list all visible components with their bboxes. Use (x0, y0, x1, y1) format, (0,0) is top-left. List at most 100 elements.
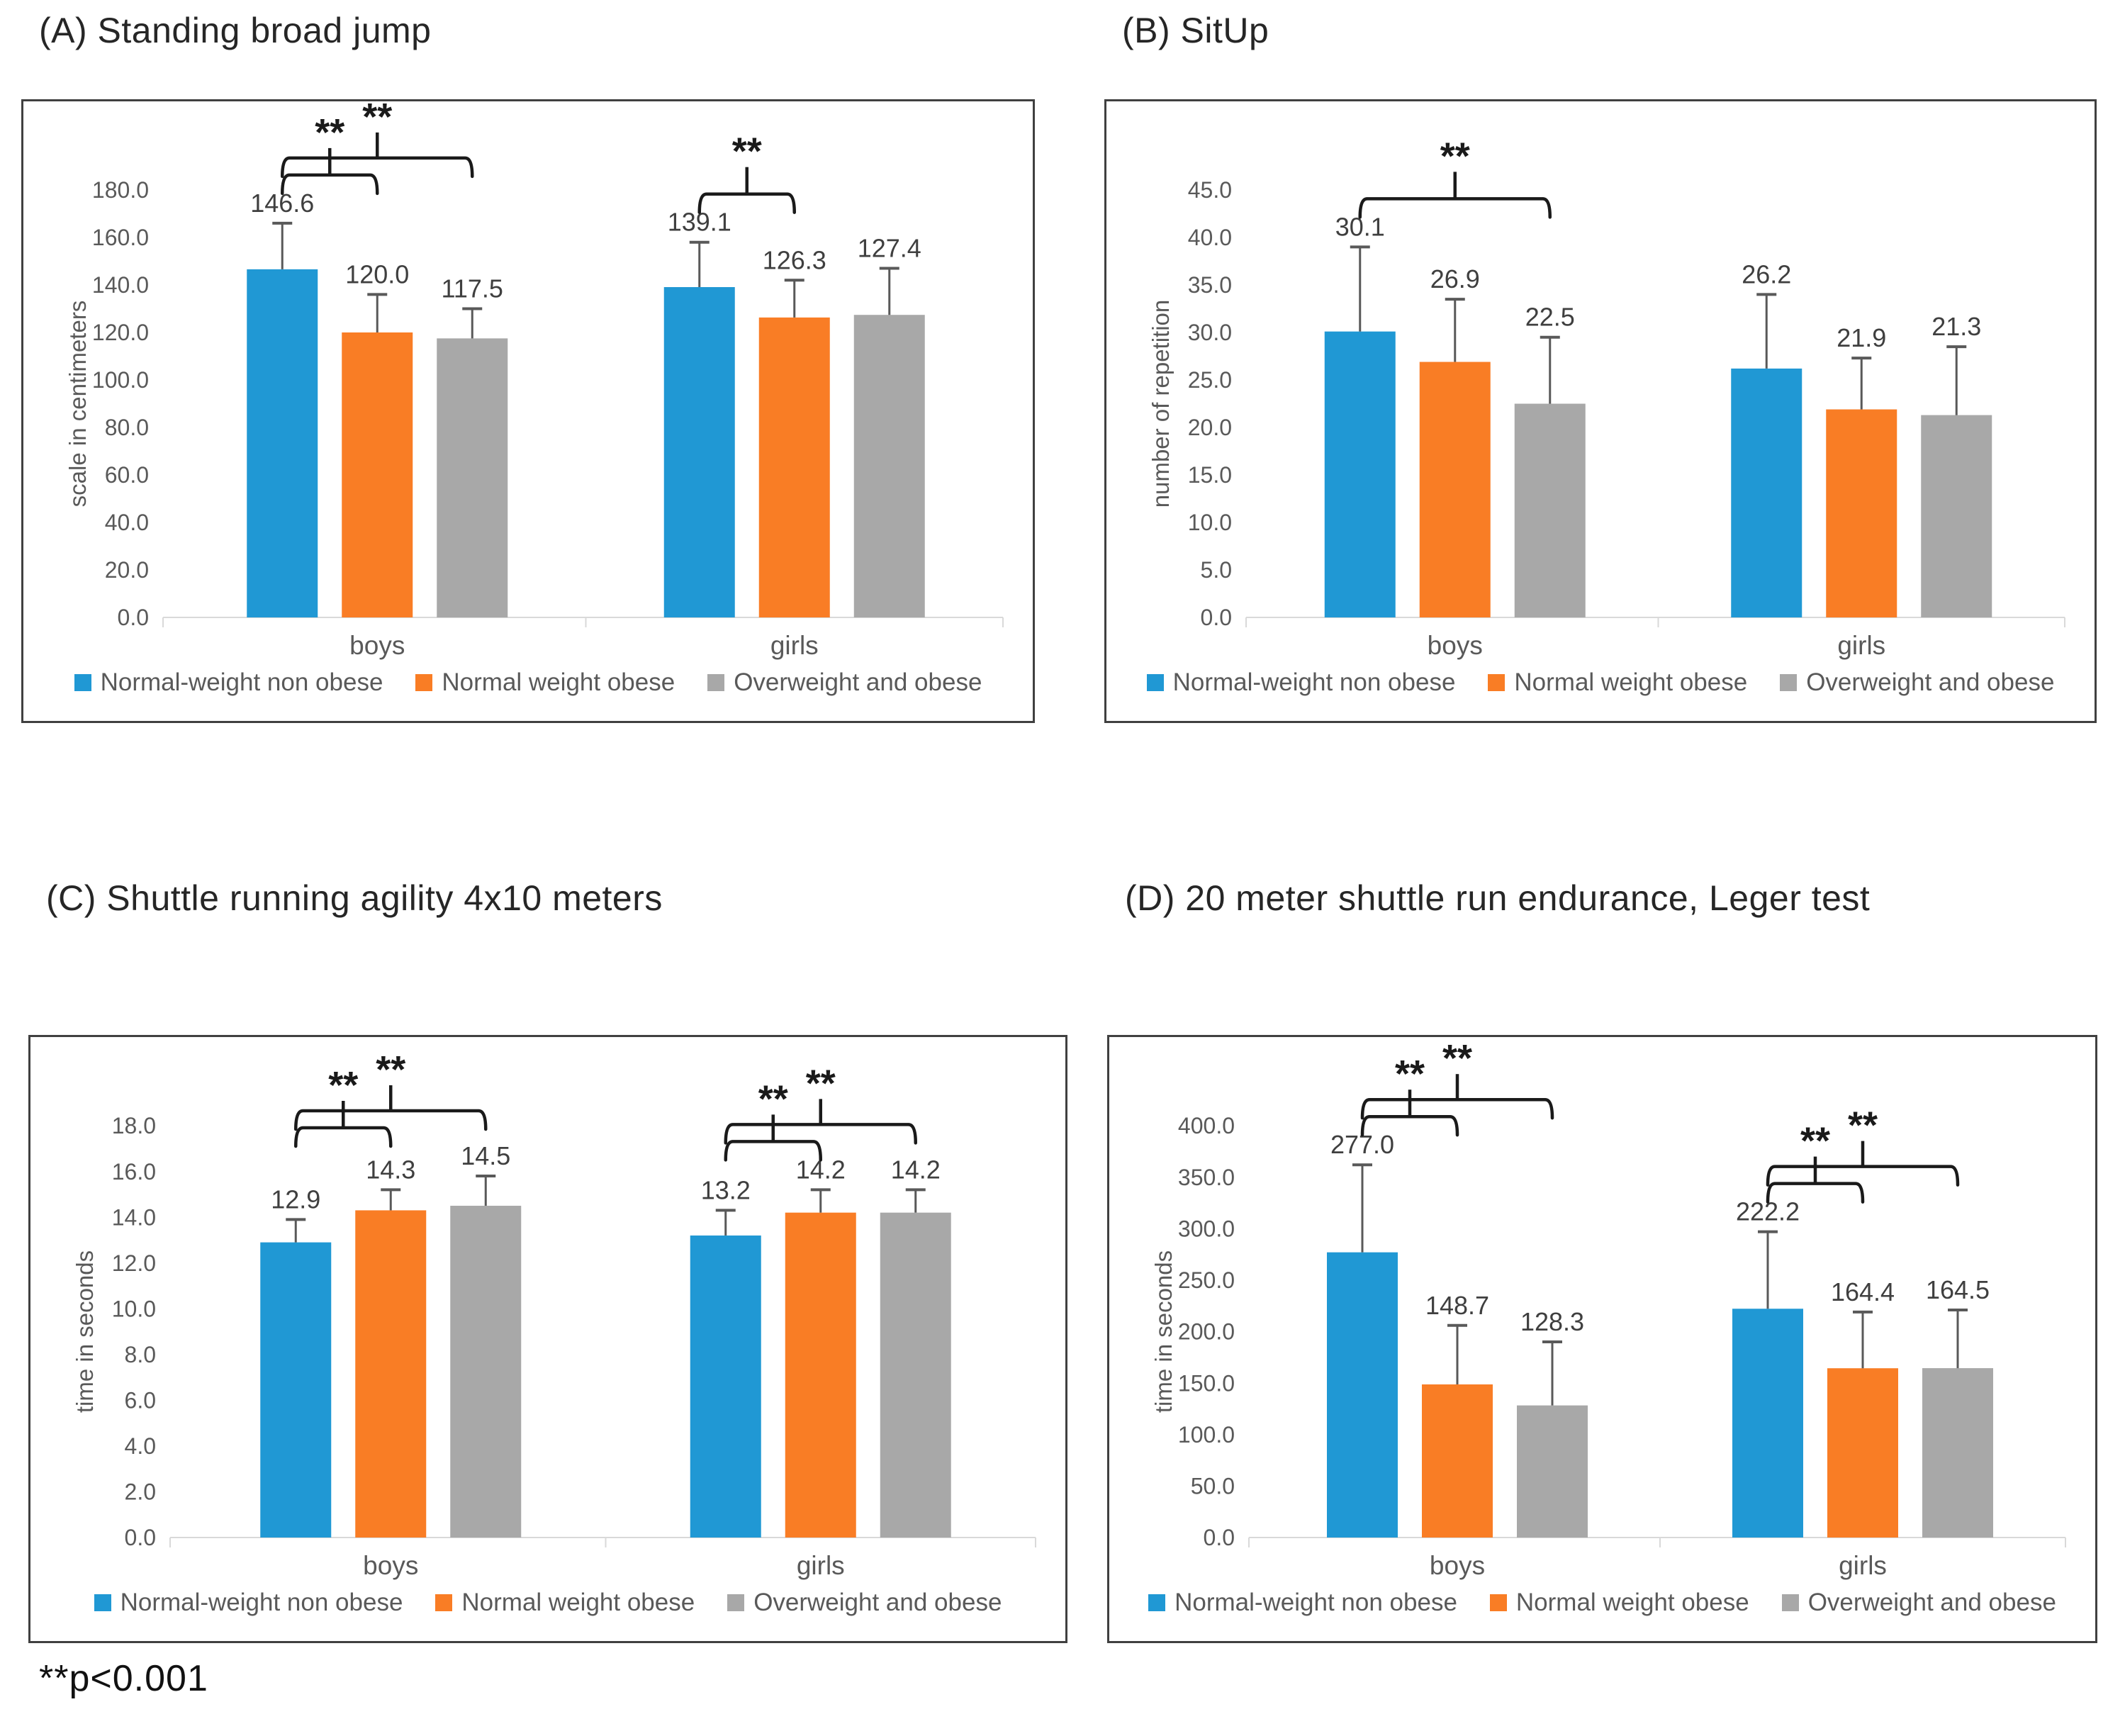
significance-footnote: **p<0.001 (39, 1658, 208, 1699)
panel-title: (A) Standing broad jump (39, 11, 432, 50)
chart-box: 0.0 2.0 4.0 6.0 8.0 10.0 12.0 14.0 16.0 18.0 time … (28, 1035, 1067, 1643)
sig-stars: ** (362, 101, 392, 138)
category-label: girls (770, 631, 819, 660)
y-tick-label: 18.0 (112, 1113, 156, 1138)
value-label: 22.5 (1525, 303, 1575, 332)
legend-label: Normal-weight non obese (1172, 668, 1456, 696)
legend: Normal-weight non obese Normal weight obe… (30, 1589, 1065, 1617)
chart-box: 0.0 50.0 100.0 150.0 200.0 250.0 300.0 350.0 400… (1107, 1035, 2097, 1643)
y-tick-label: 0.0 (1204, 1525, 1235, 1550)
bar-chart: 0.0 50.0 100.0 150.0 200.0 250.0 300.0 350.0 400… (1150, 1037, 2066, 1580)
bar-boys-2 (1419, 362, 1491, 617)
panel-shuttle-agility: (C) Shuttle running agility 4x10 meters … (28, 878, 1067, 1643)
panel-title: (B) SitUp (1122, 11, 1269, 50)
sig-stars: ** (1440, 135, 1470, 177)
y-axis-title: time in seconds (1150, 1250, 1177, 1413)
sig-stars: ** (328, 1064, 358, 1107)
category-label: girls (1839, 1551, 1887, 1580)
bar-boys-1 (247, 269, 318, 617)
bar-boys-3 (1514, 403, 1586, 617)
panel-situp: (B) SitUp 0.0 5.0 10.0 15.0 20.0 25.0 30.0 35.0… (1104, 10, 2097, 723)
legend-item: Overweight and obese (727, 1589, 1002, 1617)
sig-stars: ** (732, 130, 762, 173)
y-tick-label: 0.0 (1201, 605, 1232, 630)
value-label: 21.9 (1837, 323, 1886, 352)
legend-item: Normal-weight non obese (94, 1589, 403, 1617)
sig-stars: ** (1395, 1053, 1425, 1095)
sig-bracket (724, 1140, 822, 1162)
legend-item: Normal-weight non obese (1146, 668, 1456, 697)
bar-boys-3 (450, 1205, 522, 1538)
legend-color-swatch (1781, 1594, 1799, 1611)
bar-boys-3 (1517, 1405, 1588, 1538)
legend: Normal-weight non obese Normal weight obe… (1109, 1589, 2095, 1617)
legend-color-swatch (415, 674, 433, 691)
legend-color-swatch (74, 674, 91, 691)
bar-boys-1 (260, 1242, 332, 1538)
category-label: boys (349, 631, 405, 660)
legend-item: Normal weight obese (415, 668, 675, 697)
legend-label: Normal weight obese (1514, 668, 1748, 696)
value-label: 164.5 (1926, 1275, 1990, 1304)
value-label: 14.3 (366, 1155, 415, 1184)
bar-chart: 0.0 5.0 10.0 15.0 20.0 25.0 30.0 35.0 40.0 45.0 nu… (1148, 135, 2065, 660)
category-label: girls (1837, 631, 1885, 660)
legend-label: Normal weight obese (1515, 1589, 1749, 1616)
sig-bracket (1358, 197, 1552, 219)
bar-chart: 0.0 20.0 40.0 60.0 80.0 100.0 120.0 140.0 160.0 1… (65, 101, 1004, 660)
legend-color-swatch (1780, 674, 1798, 691)
legend-label: Overweight and obese (734, 668, 982, 696)
legend-label: Overweight and obese (1807, 1589, 2056, 1616)
legend-label: Overweight and obese (753, 1589, 1002, 1616)
value-label: 26.9 (1430, 264, 1480, 293)
y-tick-label: 100.0 (1178, 1422, 1235, 1447)
sig-stars: ** (315, 111, 344, 154)
y-tick-label: 350.0 (1178, 1165, 1235, 1190)
category-label: boys (1430, 1551, 1485, 1580)
bar-girls-2 (785, 1212, 856, 1538)
bar-girls-2 (1827, 1368, 1898, 1538)
legend-label: Normal weight obese (442, 668, 675, 696)
value-label: 148.7 (1425, 1291, 1489, 1320)
sig-bracket (697, 192, 796, 214)
panel-title: (C) Shuttle running agility 4x10 meters (46, 878, 663, 918)
sig-bracket (724, 1123, 917, 1145)
bar-chart: 0.0 2.0 4.0 6.0 8.0 10.0 12.0 14.0 16.0 18.0 time … (72, 1048, 1036, 1580)
y-tick-label: 10.0 (1188, 510, 1232, 535)
category-label: girls (797, 1551, 845, 1580)
value-label: 128.3 (1520, 1307, 1584, 1336)
sig-stars: ** (376, 1048, 405, 1091)
y-tick-label: 100.0 (92, 367, 149, 393)
bar-girls-3 (1921, 415, 1992, 617)
y-tick-label: 8.0 (125, 1342, 156, 1367)
bar-boys-2 (355, 1210, 427, 1538)
y-tick-label: 140.0 (92, 272, 149, 298)
legend-item: Normal weight obese (435, 1589, 695, 1617)
bar-girls-2 (1826, 409, 1897, 617)
value-label: 14.5 (461, 1141, 510, 1170)
legend-color-swatch (1146, 674, 1164, 691)
bar-girls-1 (690, 1235, 761, 1538)
legend-color-swatch (1489, 1594, 1507, 1611)
y-tick-label: 150.0 (1178, 1370, 1235, 1396)
legend-color-swatch (1488, 674, 1506, 691)
bar-boys-2 (342, 332, 413, 617)
legend-item: Overweight and obese (707, 668, 982, 697)
bar-girls-1 (1732, 1309, 1803, 1538)
legend-label: Normal weight obese (461, 1589, 695, 1616)
legend-label: Normal-weight non obese (120, 1589, 403, 1616)
category-label: boys (363, 1551, 418, 1580)
bar-girls-1 (663, 287, 735, 617)
sig-stars: ** (806, 1062, 836, 1104)
y-tick-label: 300.0 (1178, 1216, 1235, 1241)
chart-box: 0.0 20.0 40.0 60.0 80.0 100.0 120.0 140.0 160.0 1… (21, 99, 1035, 723)
y-tick-label: 250.0 (1178, 1267, 1235, 1293)
bar-boys-1 (1324, 331, 1396, 617)
legend-item: Normal-weight non obese (1148, 1589, 1457, 1617)
value-label: 26.2 (1742, 259, 1791, 289)
legend-item: Normal weight obese (1488, 668, 1747, 697)
y-tick-label: 0.0 (125, 1525, 156, 1550)
y-tick-label: 10.0 (112, 1296, 156, 1321)
y-tick-label: 20.0 (1188, 415, 1232, 440)
legend-item: Normal weight obese (1489, 1589, 1749, 1617)
